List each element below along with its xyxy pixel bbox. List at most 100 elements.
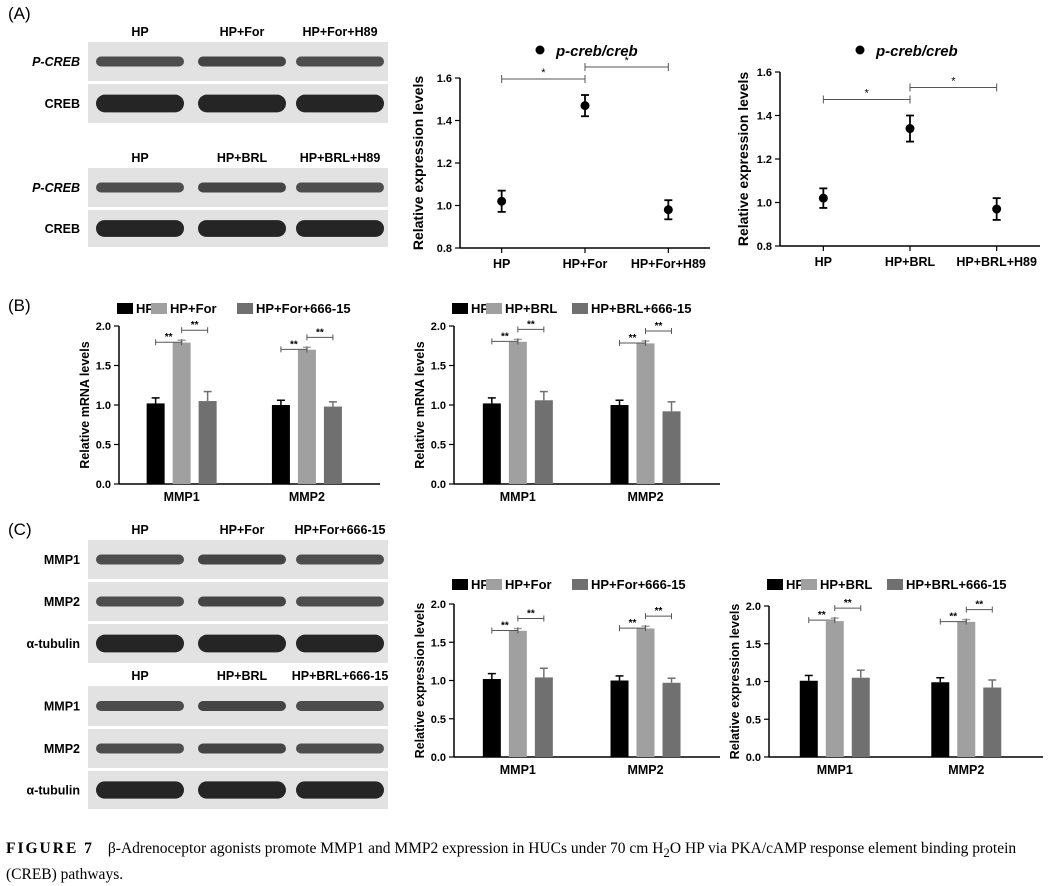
bar xyxy=(983,687,1002,757)
bar xyxy=(508,341,527,484)
y-tick-label: 0.0 xyxy=(96,479,111,491)
blot-band xyxy=(198,743,286,754)
chart-protein-brl: 0.0 0.5 1.0 1.5 2.0 Relative expression level… xyxy=(728,577,1043,777)
y-tick-label: 0.8 xyxy=(437,243,452,255)
chart-mrna-brl: 0.0 0.5 1.0 1.5 2.0 Relative mRNA levels HP HP+… xyxy=(413,301,720,504)
y-tick-label: 1.2 xyxy=(437,158,452,170)
caption-subscript: 2 xyxy=(663,845,670,861)
panel-label-a: (A) xyxy=(8,4,31,23)
western-blot-creb-for: HP HP+For HP+For+H89 P-CREB CREB xyxy=(32,25,388,123)
x-tick-label: MMP1 xyxy=(500,490,536,504)
legend-label: HP xyxy=(786,577,804,592)
blot-row-label: P-CREB xyxy=(32,181,80,195)
sig-label: * xyxy=(951,76,956,88)
bar xyxy=(662,411,681,484)
blot-band xyxy=(296,596,384,607)
legend-label: HP+BRL+666-15 xyxy=(591,301,691,316)
sig-label: ** xyxy=(501,331,509,342)
y-axis-label: Relative expression levels xyxy=(413,603,427,759)
y-tick-label: 1.4 xyxy=(437,116,453,128)
blot-band xyxy=(96,781,184,799)
bar xyxy=(172,342,191,484)
legend-label: HP+For+666-15 xyxy=(591,577,686,592)
bar xyxy=(825,621,844,757)
blot-lane-label: HP+For xyxy=(220,25,265,39)
bar xyxy=(636,628,655,757)
bar xyxy=(851,677,870,757)
legend-label: HP+For xyxy=(170,301,217,316)
western-blot-mmp-for: HP HP+For HP+For+666-15 MMP1 MMP2 α-tubulin xyxy=(27,523,388,663)
chart-protein-for: 0.0 0.5 1.0 1.5 2.0 Relative expression level… xyxy=(413,577,720,777)
x-tick-label: MMP1 xyxy=(164,490,200,504)
legend-swatch xyxy=(887,579,903,590)
blot-lane-label: HP xyxy=(131,25,148,39)
sig-label: ** xyxy=(844,598,852,609)
blot-band xyxy=(96,94,184,113)
y-tick-label: 0.0 xyxy=(746,752,761,764)
blot-lane-label: HP+BRL xyxy=(217,669,268,683)
data-point xyxy=(992,204,1002,214)
y-tick-label: 0.5 xyxy=(431,714,446,726)
y-tick-label: 1.5 xyxy=(431,361,446,373)
x-tick-label: HP xyxy=(815,255,832,269)
x-tick-label: HP xyxy=(493,257,510,271)
blot-band xyxy=(96,634,184,653)
blot-band xyxy=(198,220,286,237)
blot-band xyxy=(296,781,384,799)
blot-band xyxy=(198,634,286,653)
x-tick-label: MMP2 xyxy=(289,490,325,504)
bar xyxy=(323,406,342,484)
western-blot-mmp-brl: HP HP+BRL HP+BRL+666-15 MMP1 MMP2 α-tubulin xyxy=(27,669,389,809)
sig-label: ** xyxy=(527,319,535,330)
bar xyxy=(508,630,527,757)
x-tick-label: HP+BRL xyxy=(885,255,936,269)
blot-row-label: α-tubulin xyxy=(27,637,81,651)
legend-swatch xyxy=(452,303,468,314)
blot-lane-label: HP+BRL xyxy=(217,151,268,165)
blot-band xyxy=(96,743,184,754)
legend-swatch xyxy=(572,579,588,590)
data-point xyxy=(905,124,915,134)
sig-label: ** xyxy=(501,620,509,631)
blot-row-label: MMP2 xyxy=(44,742,80,756)
sig-label: ** xyxy=(191,320,199,331)
bar xyxy=(534,400,553,484)
data-point xyxy=(663,205,673,215)
blot-band xyxy=(198,94,286,113)
y-tick-label: 0.5 xyxy=(431,440,446,452)
blot-band xyxy=(96,554,184,565)
y-tick-label: 0.5 xyxy=(96,440,111,452)
sig-label: ** xyxy=(655,321,663,332)
blot-band xyxy=(198,182,286,193)
y-tick-label: 1.0 xyxy=(431,400,446,412)
legend-swatch xyxy=(486,303,502,314)
panel-label-c: (C) xyxy=(8,520,32,539)
legend-label: HP xyxy=(471,301,489,316)
sig-label: ** xyxy=(290,339,298,350)
y-tick-label: 1.6 xyxy=(437,73,452,85)
bar xyxy=(610,680,629,757)
legend-marker xyxy=(535,45,545,55)
blot-band xyxy=(96,220,184,237)
blot-band xyxy=(296,220,384,237)
x-tick-label: HP+For xyxy=(563,257,608,271)
legend-label: HP xyxy=(471,577,489,592)
sig-label: * xyxy=(625,55,630,67)
y-tick-label: 0.0 xyxy=(431,479,446,491)
y-axis-label: Relative mRNA levels xyxy=(78,341,92,468)
data-point xyxy=(818,193,828,203)
blot-lane-label: HP+For+H89 xyxy=(302,25,377,39)
blot-lane-label: HP+BRL+666-15 xyxy=(292,669,389,683)
sig-label: ** xyxy=(818,610,826,621)
figure-number: FIGURE 7 xyxy=(6,840,94,857)
sig-label: ** xyxy=(655,606,663,617)
chart-p-creb-for: 0.8 1.0 1.2 1.4 1.6 HP HP+For HP+For+H89 Relativ… xyxy=(410,43,710,271)
x-tick-label: MMP2 xyxy=(948,763,984,777)
x-tick-label: HP+For+H89 xyxy=(631,257,706,271)
y-tick-label: 1.5 xyxy=(431,637,446,649)
y-axis-label: Relative expression levels xyxy=(735,72,751,247)
blot-lane-label: HP+BRL+H89 xyxy=(300,151,381,165)
legend-label: HP+For xyxy=(505,577,552,592)
blot-row-label: P-CREB xyxy=(32,55,80,69)
blot-band xyxy=(296,634,384,653)
